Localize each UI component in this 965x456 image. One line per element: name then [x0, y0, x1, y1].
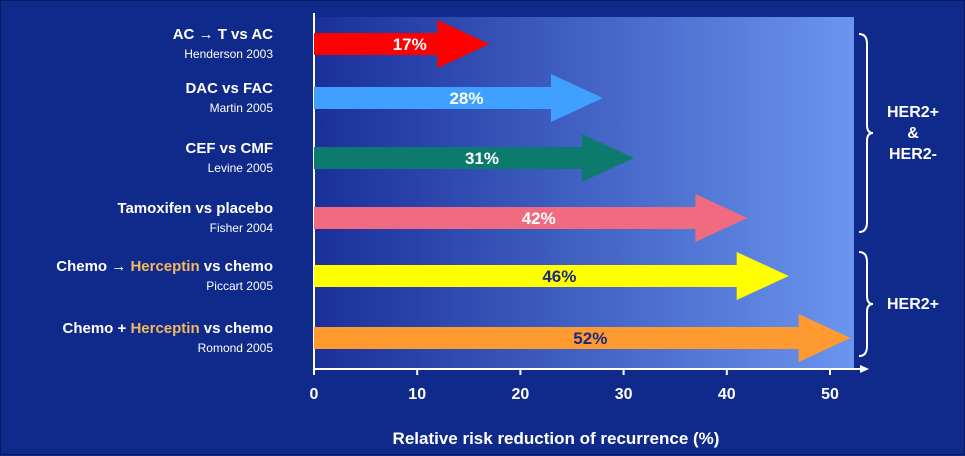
bar-study-label: Piccart 2005: [206, 279, 273, 293]
group-label: HER2-: [889, 146, 937, 163]
group-label: HER2+: [887, 104, 939, 121]
label-part: vs chemo: [200, 320, 273, 337]
bar-arrow: [314, 134, 634, 182]
drug-highlight: Herceptin: [130, 320, 199, 337]
bar-value-label: 52%: [573, 329, 607, 348]
group-label: HER2+: [887, 296, 939, 313]
bar-study-label: Martin 2005: [210, 101, 274, 115]
group-brace-her2pos: [858, 251, 874, 357]
label-part: CEF vs CMF: [185, 140, 273, 157]
bar-category-label: CEF vs CMF: [185, 140, 273, 157]
bar-arrow: [314, 194, 748, 242]
x-tick-label: 0: [310, 386, 319, 403]
bar-value-label: 28%: [449, 89, 483, 108]
bar-value-label: 31%: [465, 149, 499, 168]
bar-study-label: Henderson 2003: [184, 47, 273, 61]
plot-area: [314, 17, 854, 369]
label-part: Tamoxifen vs placebo: [117, 200, 273, 217]
x-tick-label: 30: [615, 386, 633, 403]
x-tick-label: 50: [821, 386, 839, 403]
x-tick-label: 10: [408, 386, 426, 403]
bar-arrow: [314, 74, 603, 122]
group-label: &: [907, 125, 919, 142]
bar-category-label: DAC vs FAC: [185, 80, 273, 97]
x-axis-arrowhead: [860, 365, 869, 373]
bar-study-label: Romond 2005: [198, 341, 274, 355]
bar-category-label: Chemo + Herceptin vs chemo: [63, 320, 274, 337]
label-part: vs chemo: [200, 258, 273, 275]
label-part: Chemo →: [56, 258, 130, 275]
bar-category-label: Tamoxifen vs placebo: [117, 200, 273, 217]
bar-study-label: Levine 2005: [208, 161, 274, 175]
drug-highlight: Herceptin: [130, 258, 199, 275]
bar-value-label: 17%: [393, 35, 427, 54]
bar-category-label: AC → T vs AC: [173, 26, 273, 43]
bar-value-label: 46%: [542, 267, 576, 286]
group-brace-all: [858, 33, 874, 233]
label-part: AC → T vs AC: [173, 26, 273, 43]
label-part: DAC vs FAC: [185, 80, 273, 97]
bar-arrow: [314, 314, 851, 362]
label-part: Chemo +: [63, 320, 131, 337]
bar-value-label: 42%: [522, 209, 556, 228]
bar-category-label: Chemo → Herceptin vs chemo: [56, 258, 273, 275]
x-tick-label: 40: [718, 386, 736, 403]
x-tick-label: 20: [512, 386, 530, 403]
bar-arrow: [314, 252, 789, 300]
bar-study-label: Fisher 2004: [210, 221, 274, 235]
x-axis-label: Relative risk reduction of recurrence (%…: [393, 429, 720, 448]
bar-arrow: [314, 20, 490, 68]
